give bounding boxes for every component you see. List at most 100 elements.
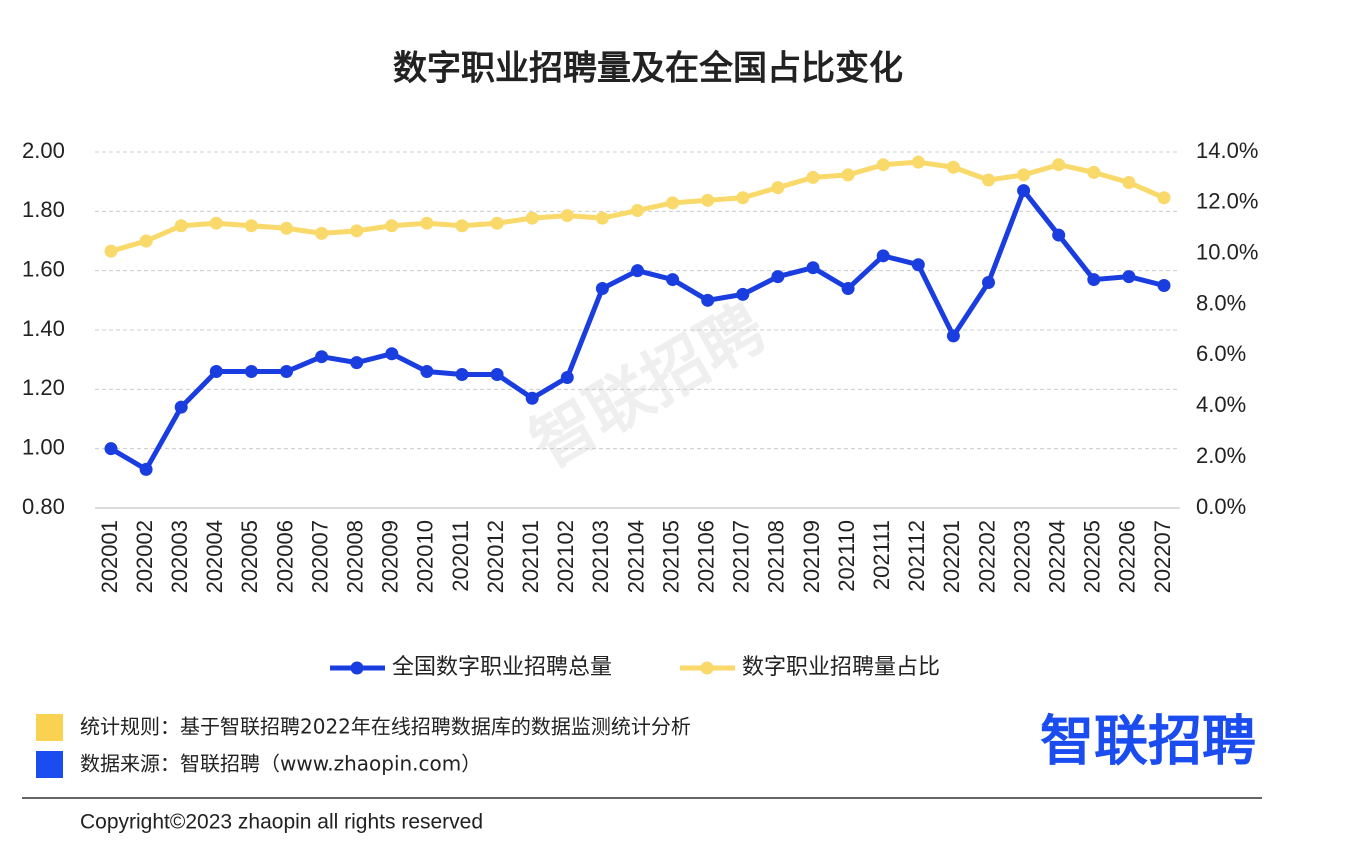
point (631, 203, 644, 217)
y2-tick-label: 0.0% (1196, 494, 1246, 519)
point (280, 365, 293, 379)
x-tick-label: 202008 (343, 520, 368, 593)
point (806, 170, 820, 184)
point (244, 219, 258, 233)
x-tick-label: 202102 (553, 520, 578, 593)
point (1122, 270, 1136, 284)
point (1122, 176, 1136, 190)
y-tick-label: 1.60 (22, 256, 65, 281)
y2-tick-label: 6.0% (1196, 341, 1246, 366)
legend-label: 数字职业招聘量占比 (742, 655, 940, 680)
x-tick-label: 202204 (1045, 520, 1070, 593)
point (911, 155, 925, 169)
point (560, 209, 574, 223)
x-tick-label: 202101 (518, 520, 543, 593)
x-tick-label: 202110 (834, 520, 859, 592)
point (1087, 273, 1101, 287)
x-tick-label: 202004 (202, 520, 227, 593)
point (385, 347, 399, 361)
point (736, 287, 750, 301)
point (490, 216, 504, 230)
x-tick-label: 202201 (939, 520, 964, 593)
point (174, 400, 188, 414)
point (1087, 165, 1101, 179)
x-tick-label: 202006 (272, 520, 297, 593)
point (806, 261, 820, 275)
point (139, 234, 153, 248)
y2-tick-label: 10.0% (1196, 240, 1258, 265)
point (525, 211, 539, 225)
point (139, 462, 153, 476)
point (1017, 184, 1031, 198)
x-tick-label: 202112 (904, 520, 929, 592)
point (1017, 168, 1031, 182)
y-tick-label: 1.80 (22, 197, 65, 222)
x-tick-label: 202009 (378, 520, 403, 593)
point (841, 281, 855, 295)
point (736, 191, 750, 205)
point (595, 211, 609, 225)
point (209, 216, 223, 230)
y2-tick-label: 12.0% (1196, 189, 1258, 214)
x-tick-label: 202203 (1009, 520, 1034, 593)
note-text: 统计规则：基于智联招聘2022年在线招聘数据库的数据监测统计分析 (80, 715, 691, 739)
point (841, 168, 855, 182)
point (209, 365, 223, 379)
point (771, 270, 785, 284)
point (1157, 279, 1171, 292)
x-tick-label: 202012 (483, 520, 508, 593)
point (876, 249, 890, 263)
x-tick-label: 202001 (97, 520, 122, 593)
y2-tick-label: 2.0% (1196, 443, 1246, 468)
point (315, 350, 329, 364)
x-tick-label: 202207 (1150, 520, 1175, 593)
y2-tick-label: 4.0% (1196, 392, 1246, 417)
point (982, 173, 995, 187)
point (1052, 158, 1066, 172)
point (104, 442, 118, 456)
note-swatch (36, 714, 63, 741)
point (490, 368, 504, 381)
point (631, 264, 644, 278)
point (771, 181, 785, 195)
y2-tick-label: 14.0% (1196, 138, 1258, 163)
logo: 智联招聘 (1040, 710, 1256, 773)
note-swatch (36, 751, 63, 778)
point (280, 221, 293, 235)
x-tick-label: 202105 (658, 520, 683, 593)
point (595, 281, 609, 295)
point (1157, 191, 1171, 205)
point (946, 329, 960, 343)
point (244, 365, 258, 379)
x-tick-label: 202007 (307, 520, 332, 593)
legend-swatch (350, 661, 364, 675)
legend-swatch (700, 661, 714, 675)
chart-title: 数字职业招聘量及在全国占比变化 (393, 49, 903, 89)
point (1052, 228, 1066, 242)
point (350, 356, 364, 370)
legend-label: 全国数字职业招聘总量 (392, 655, 612, 680)
x-tick-label: 202010 (413, 520, 438, 593)
note-text: 数据来源：智联招聘（www.zhaopin.com） (80, 752, 481, 776)
point (385, 219, 399, 233)
x-tick-label: 202106 (694, 520, 719, 593)
point (350, 224, 364, 238)
point (666, 196, 680, 210)
watermark: 智联招聘 (519, 291, 778, 483)
x-tick-label: 202104 (623, 520, 648, 593)
x-tick-label: 202003 (167, 520, 192, 593)
point (946, 160, 960, 174)
x-tick-label: 202011 (448, 520, 473, 592)
x-tick-label: 202103 (588, 520, 613, 593)
x-tick-label: 202111 (869, 520, 894, 590)
point (982, 276, 995, 290)
point (701, 293, 715, 307)
point (315, 226, 329, 240)
point (560, 370, 574, 384)
y-tick-label: 2.00 (22, 138, 65, 163)
point (876, 158, 890, 172)
x-tick-label: 202202 (974, 520, 999, 593)
x-tick-label: 202107 (729, 520, 754, 593)
point (701, 193, 715, 207)
